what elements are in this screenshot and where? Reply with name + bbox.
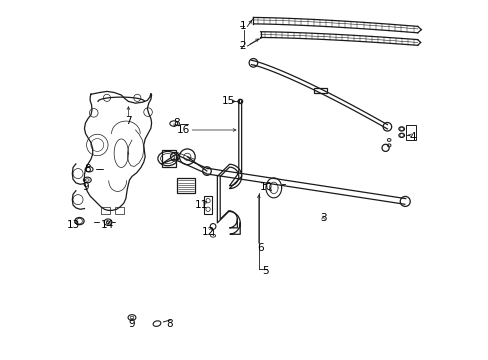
Text: 2: 2 [239, 41, 245, 51]
Bar [162, 150, 176, 167]
Text: 14: 14 [100, 220, 113, 230]
Text: 8: 8 [84, 164, 90, 174]
Text: 3: 3 [319, 212, 325, 222]
Text: 4: 4 [408, 132, 415, 142]
Text: 12: 12 [202, 227, 215, 237]
Bar [115, 207, 124, 214]
Text: 15: 15 [222, 96, 235, 107]
Bar [176, 178, 195, 193]
Bar [101, 207, 110, 214]
Text: 13: 13 [67, 220, 80, 230]
Text: 7: 7 [125, 116, 131, 126]
Text: 1: 1 [239, 21, 245, 31]
Text: 11: 11 [195, 200, 208, 210]
Text: 5: 5 [262, 266, 269, 276]
Text: 8: 8 [173, 118, 180, 128]
Text: 9: 9 [128, 319, 135, 329]
Bar [314, 88, 326, 93]
Bar [203, 196, 212, 214]
Text: 16: 16 [177, 125, 190, 135]
Text: 9: 9 [82, 182, 89, 192]
Text: 10: 10 [259, 182, 272, 192]
Text: 6: 6 [257, 243, 264, 253]
Text: 8: 8 [166, 319, 172, 329]
Bar [405, 125, 415, 140]
